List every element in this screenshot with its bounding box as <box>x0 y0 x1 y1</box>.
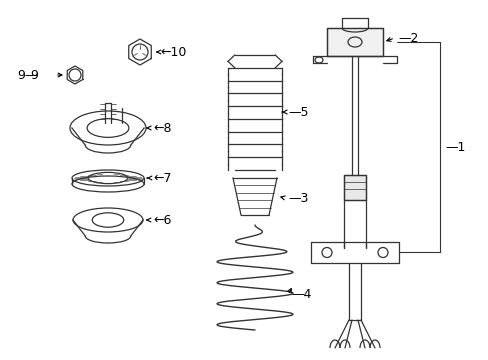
Text: 9: 9 <box>30 68 38 81</box>
Text: —2: —2 <box>397 32 418 45</box>
Text: —5: —5 <box>287 105 308 118</box>
Text: —3: —3 <box>287 192 308 204</box>
Text: 9—: 9— <box>18 68 38 81</box>
Text: ←7: ←7 <box>153 171 171 185</box>
Text: ←10: ←10 <box>160 45 186 59</box>
Bar <box>326 28 382 56</box>
Text: ←6: ←6 <box>153 213 171 226</box>
Bar <box>343 175 365 200</box>
Text: —4: —4 <box>290 288 311 302</box>
Text: —1: —1 <box>444 140 465 153</box>
Text: ←8: ←8 <box>153 122 171 135</box>
